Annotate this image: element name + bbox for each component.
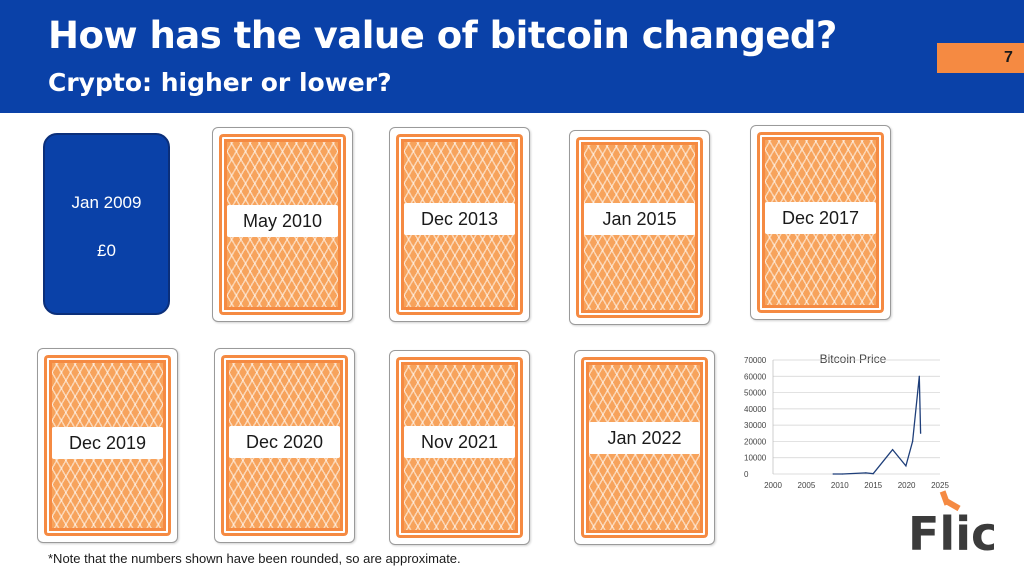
- start-card[interactable]: Jan 2009 £0: [43, 133, 170, 315]
- card-jan-2022[interactable]: Jan 2022: [574, 350, 715, 545]
- card-label: Jan 2015: [584, 203, 695, 235]
- x-tick-label: 2015: [864, 481, 882, 490]
- flic-logo: Flic: [908, 490, 994, 554]
- header-bar: How has the value of bitcoin changed? Cr…: [0, 0, 1024, 113]
- price-data-point: [918, 375, 920, 377]
- start-card-value: £0: [97, 241, 116, 260]
- card-may-2010[interactable]: May 2010: [212, 127, 353, 322]
- card-label: Dec 2020: [229, 426, 340, 458]
- y-tick-label: 10000: [744, 454, 767, 463]
- bitcoin-price-chart: Bitcoin Price 70000 60000 50000 40000 30000 2…: [744, 352, 949, 490]
- card-dec-2020[interactable]: Dec 2020: [214, 348, 355, 543]
- y-tick-label: 50000: [744, 389, 767, 398]
- card-dec-2019[interactable]: Dec 2019: [37, 348, 178, 543]
- svg-text:Flic: Flic: [908, 507, 994, 554]
- price-data-point: [832, 473, 834, 475]
- card-label: Dec 2013: [404, 203, 515, 235]
- y-tick-label: 60000: [744, 372, 767, 381]
- card-label: Jan 2022: [589, 422, 700, 454]
- start-card-date: Jan 2009: [71, 193, 142, 212]
- y-tick-label: 30000: [744, 421, 767, 430]
- card-jan-2015[interactable]: Jan 2015: [569, 130, 710, 325]
- card-label: Nov 2021: [404, 426, 515, 458]
- x-tick-label: 2020: [898, 481, 916, 490]
- page-subtitle: Crypto: higher or lower?: [48, 68, 392, 97]
- x-tick-label: 2010: [831, 481, 849, 490]
- footnote: *Note that the numbers shown have been r…: [48, 551, 461, 566]
- card-nov-2021[interactable]: Nov 2021: [389, 350, 530, 545]
- y-tick-label: 20000: [744, 437, 767, 446]
- page-number-badge: 7: [937, 43, 1024, 73]
- price-data-point: [865, 472, 867, 474]
- price-data-point: [912, 440, 914, 443]
- card-label: May 2010: [227, 205, 338, 237]
- page-title: How has the value of bitcoin changed?: [48, 14, 837, 57]
- card-label: Dec 2017: [765, 202, 876, 234]
- x-tick-label: 2000: [764, 481, 782, 490]
- y-tick-label: 0: [744, 470, 749, 479]
- price-data-point: [905, 465, 907, 467]
- price-data-point: [872, 473, 874, 475]
- x-tick-label: 2005: [798, 481, 816, 490]
- chart-title: Bitcoin Price: [820, 352, 887, 366]
- price-data-point: [891, 448, 894, 451]
- x-tick-label: 2025: [931, 481, 949, 490]
- card-dec-2017[interactable]: Dec 2017: [750, 125, 891, 320]
- y-tick-label: 70000: [744, 356, 767, 365]
- card-label: Dec 2019: [52, 427, 163, 459]
- price-data-point: [920, 432, 922, 434]
- y-tick-label: 40000: [744, 405, 767, 414]
- card-dec-2013[interactable]: Dec 2013: [389, 127, 530, 322]
- price-data-point: [841, 473, 844, 475]
